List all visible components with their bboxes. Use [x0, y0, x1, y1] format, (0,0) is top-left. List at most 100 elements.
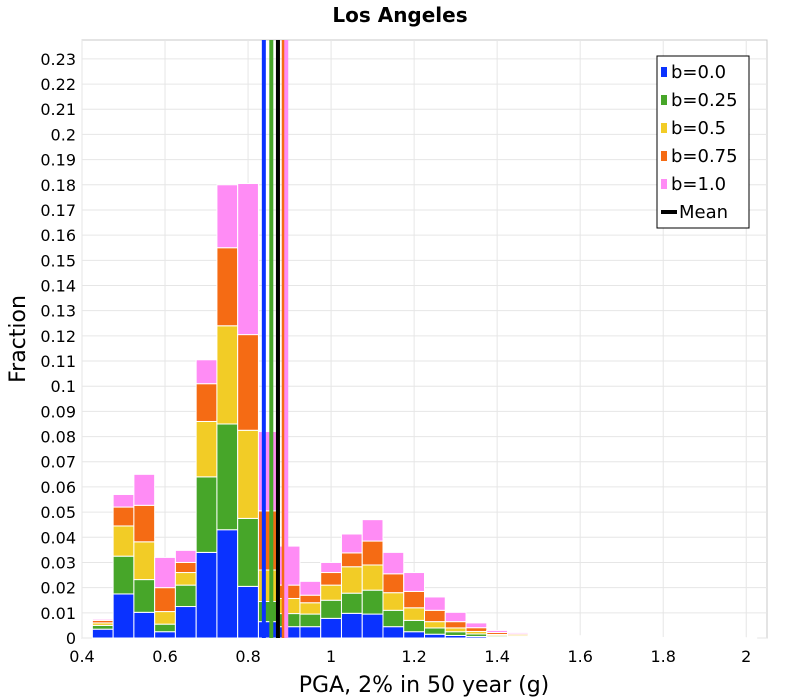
y-tick-label: 0.08: [40, 428, 76, 447]
y-tick-label: 0: [66, 629, 76, 648]
bar-segment: [361, 564, 384, 591]
y-tick-label: 0.22: [40, 75, 76, 94]
x-tick-label: 2: [741, 647, 751, 666]
bar-segment: [174, 572, 197, 586]
bar-segment: [112, 555, 135, 595]
bar-segment: [320, 584, 342, 601]
bar-segment: [91, 618, 114, 621]
bar-segment: [195, 551, 218, 639]
x-tick-label: 0.8: [235, 647, 260, 666]
bar-segment: [320, 617, 342, 639]
y-tick-label: 0.18: [40, 176, 76, 195]
chart-title: Los Angeles: [332, 3, 467, 27]
legend-color-swatch: [661, 95, 667, 105]
bar-segment: [320, 561, 342, 574]
y-tick-label: 0.06: [40, 478, 76, 497]
bar-segment: [403, 619, 426, 633]
bar-segment: [112, 506, 135, 527]
bar-segment: [112, 493, 135, 508]
bar-segment: [444, 611, 467, 623]
bar-segment: [299, 613, 322, 628]
y-tick-label: 0.07: [40, 453, 76, 472]
bar-segment: [154, 623, 176, 633]
bar-segment: [154, 611, 176, 625]
bar-segment: [403, 590, 426, 609]
bar-segment: [112, 593, 135, 639]
bar-segment: [361, 589, 384, 615]
y-tick-label: 0.09: [40, 402, 76, 421]
bar-segment: [465, 627, 488, 632]
bar-segment: [133, 504, 156, 543]
x-tick-label: 1.2: [401, 647, 426, 666]
x-tick-label: 1: [326, 647, 336, 666]
x-tick-label: 1.6: [567, 647, 592, 666]
bar-segment: [195, 359, 218, 385]
bar-segment: [361, 540, 384, 566]
bar-segment: [91, 628, 114, 639]
bar-segment: [486, 629, 509, 633]
bar-segment: [424, 596, 446, 611]
bar-segment: [154, 556, 176, 589]
bar-segment: [174, 549, 197, 563]
bar-segment: [154, 631, 176, 639]
bar-segment: [444, 627, 467, 633]
bar-segment: [195, 383, 218, 422]
legend-color-swatch: [661, 179, 667, 189]
bar-segment: [195, 420, 218, 478]
bar-segment: [631, 636, 654, 639]
legend-color-swatch: [661, 123, 667, 133]
legend-color-swatch: [661, 67, 667, 77]
y-tick-label: 0.2: [51, 125, 76, 144]
bar-segment: [299, 626, 322, 639]
legend: b=0.0 b=0.25 b=0.5 b=0.75 b=1.0 Mean: [656, 55, 750, 229]
y-tick-label: 0.14: [40, 276, 76, 295]
bar-segment: [133, 579, 156, 613]
bar-segment: [424, 609, 446, 623]
y-tick-label: 0.11: [40, 352, 76, 371]
y-axis-title: Fraction: [6, 295, 31, 383]
bar-segment: [361, 519, 384, 542]
bar-segment: [216, 184, 239, 249]
y-tick-label: 0.23: [40, 50, 76, 69]
y-tick-label: 0.13: [40, 302, 76, 321]
bar-segment: [403, 631, 426, 639]
bar-segment: [444, 631, 467, 636]
y-tick-label: 0.21: [40, 100, 76, 119]
y-tick-label: 0.12: [40, 327, 76, 346]
y-tick-label: 0.15: [40, 251, 76, 270]
y-tick-label: 0.05: [40, 503, 76, 522]
legend-label: b=0.0: [671, 62, 726, 83]
bar-segment: [299, 580, 322, 596]
x-axis-ticks: 0.4 0.6 0.8 1 1.2 1.4 1.6 1.8 2: [69, 647, 751, 666]
bar-segment: [299, 602, 322, 615]
x-axis-title: PGA, 2% in 50 year (g): [299, 673, 550, 698]
legend-color-swatch: [661, 151, 667, 161]
legend-label: b=0.75: [671, 146, 738, 167]
legend-label: b=0.25: [671, 90, 738, 111]
bar-segment: [382, 592, 405, 611]
bar-segment: [652, 636, 675, 639]
bar-segment: [403, 607, 426, 621]
bar-segment: [216, 247, 239, 327]
bar-segment: [299, 594, 322, 604]
x-tick-label: 1.8: [650, 647, 675, 666]
bar-segment: [174, 561, 197, 574]
bar-segment: [340, 566, 363, 594]
y-tick-label: 0.01: [40, 604, 76, 623]
bar-segment: [340, 552, 363, 568]
bar-segment: [361, 613, 384, 639]
bar-segment: [403, 572, 426, 592]
bar-segment: [465, 622, 488, 629]
bar-segment: [133, 541, 156, 581]
bar-segment: [237, 517, 259, 587]
legend-box: [656, 55, 750, 229]
bar-segment: [237, 183, 259, 336]
bar-segment: [320, 599, 342, 619]
bar-segment: [424, 627, 446, 635]
bar-segment: [340, 592, 363, 614]
y-tick-label: 0.1: [51, 377, 76, 396]
bar-segment: [320, 572, 342, 586]
bar-segment: [382, 551, 405, 575]
bar-segment: [444, 621, 467, 629]
